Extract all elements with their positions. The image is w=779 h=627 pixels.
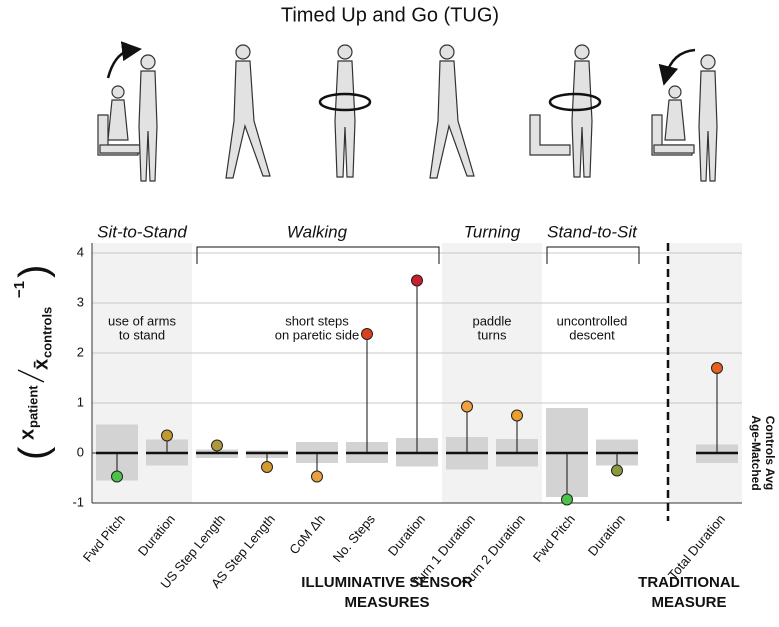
group-label: MEASURE bbox=[651, 594, 726, 611]
y-tick-label: 3 bbox=[77, 294, 84, 309]
y-label-minus: −1 bbox=[11, 281, 28, 298]
point bbox=[311, 470, 323, 483]
point bbox=[111, 470, 123, 483]
phase-note: paddle bbox=[472, 313, 511, 328]
y-label-slash bbox=[17, 369, 45, 383]
phase-label: Turning bbox=[464, 222, 521, 241]
figure-stand-to-sit bbox=[651, 48, 718, 182]
phase-bracket bbox=[546, 246, 640, 264]
phase-label: Stand-to-Sit bbox=[547, 222, 638, 241]
point bbox=[211, 439, 223, 452]
point bbox=[361, 328, 373, 340]
point bbox=[411, 274, 423, 287]
group-label: ILLUMINATIVE SENSOR bbox=[301, 574, 473, 591]
chart-title: Timed Up and Go (TUG) bbox=[281, 4, 499, 26]
point bbox=[711, 362, 723, 374]
y-label-numerator: x bbox=[16, 429, 38, 440]
point bbox=[161, 429, 173, 442]
x-tick-label: Total Duration bbox=[665, 511, 728, 582]
phase-note: descent bbox=[569, 327, 615, 342]
phase-bracket bbox=[196, 246, 440, 264]
y-tick-label: -1 bbox=[72, 494, 84, 509]
x-tick-label: Duration bbox=[135, 511, 178, 558]
x-tick-label: No. Steps bbox=[330, 511, 379, 565]
phase-note: use of arms bbox=[108, 313, 176, 328]
y-label-denominator: x̄ bbox=[30, 359, 52, 370]
y-tick-label: 4 bbox=[77, 244, 84, 259]
group-label: MEASURES bbox=[344, 594, 429, 611]
point bbox=[261, 461, 273, 473]
phase-label: Walking bbox=[287, 222, 348, 241]
right-label: Controls Avg bbox=[763, 416, 777, 490]
x-tick-label: Fwd Pitch bbox=[80, 511, 128, 564]
x-tick-label: Duration bbox=[585, 511, 628, 558]
group-label: TRADITIONAL bbox=[638, 574, 740, 591]
phase-note: turns bbox=[478, 327, 507, 342]
y-tick-label: 1 bbox=[77, 394, 84, 409]
right-label: Age-Matched bbox=[749, 415, 763, 490]
group-shade bbox=[668, 243, 742, 503]
y-tick-label: 0 bbox=[77, 444, 84, 459]
y-label-paren-right: ) bbox=[12, 265, 56, 278]
y-label-numerator-sub: patient bbox=[25, 385, 40, 428]
y-label-denominator-sub: controls bbox=[39, 307, 54, 358]
phase-label: Sit-to-Stand bbox=[97, 222, 187, 241]
phase-note: short steps bbox=[285, 313, 349, 328]
phase-note: uncontrolled bbox=[557, 313, 628, 328]
phase-note: on paretic side bbox=[275, 327, 360, 342]
figure-turn-2 bbox=[529, 44, 602, 178]
x-tick-label: Fwd Pitch bbox=[530, 511, 578, 564]
x-tick-label: Duration bbox=[385, 511, 428, 558]
y-label-paren-left: ( bbox=[12, 446, 56, 460]
figure-sit-to-stand bbox=[97, 41, 158, 182]
phase-note: to stand bbox=[119, 327, 165, 342]
figure-walk-2 bbox=[429, 44, 475, 179]
point bbox=[461, 400, 473, 413]
figures bbox=[97, 41, 718, 182]
point bbox=[561, 493, 573, 506]
figure-turn-1 bbox=[318, 44, 372, 178]
point bbox=[611, 464, 623, 477]
figure-walk-1 bbox=[225, 44, 271, 179]
x-tick-label: CoM Δh bbox=[286, 511, 328, 557]
y-tick-label: 2 bbox=[77, 344, 84, 359]
point bbox=[511, 409, 523, 422]
